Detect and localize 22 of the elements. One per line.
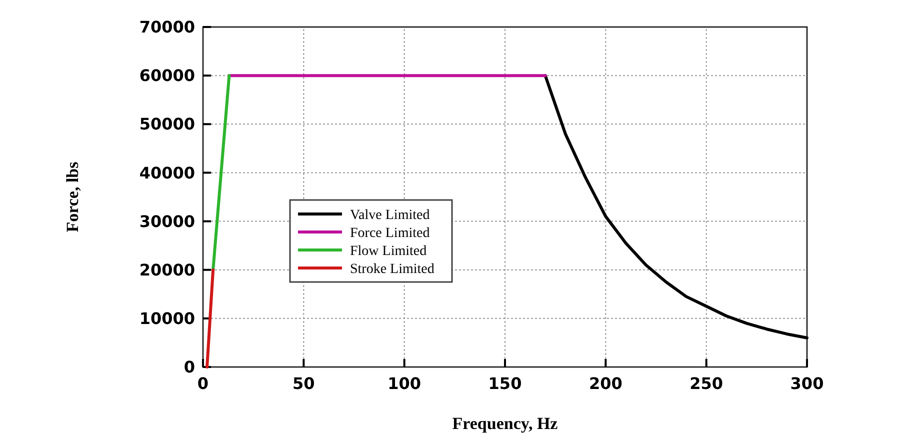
y-tick-label: 30000 <box>139 212 195 231</box>
line-series <box>544 74 808 340</box>
y-tick-label: 60000 <box>139 66 195 86</box>
x-tick-label: 150 <box>488 374 522 393</box>
x-tick-label: 100 <box>388 374 422 393</box>
y-tick-label: 40000 <box>139 163 195 182</box>
y-tick-label: 50000 <box>139 114 195 134</box>
legend-label: Flow Limited <box>350 244 427 259</box>
x-tick-label: 0 <box>197 374 209 393</box>
y-axis-title: Force, lbs <box>63 161 82 232</box>
y-tick-label: 10000 <box>139 309 195 328</box>
y-tick-label: 70000 <box>139 18 195 37</box>
y-tick-label: 0 <box>184 358 195 377</box>
legend-label: Valve Limited <box>350 208 430 223</box>
legend-label: Force Limited <box>350 226 430 241</box>
x-axis-title: Frequency, Hz <box>452 414 558 433</box>
x-tick-label: 250 <box>690 374 724 393</box>
legend-label: Stroke Limited <box>350 262 434 277</box>
x-tick-label: 200 <box>588 374 622 393</box>
x-tick-label: 300 <box>790 374 824 393</box>
x-tick-label: 50 <box>292 374 315 393</box>
y-tick-label: 20000 <box>139 260 195 280</box>
